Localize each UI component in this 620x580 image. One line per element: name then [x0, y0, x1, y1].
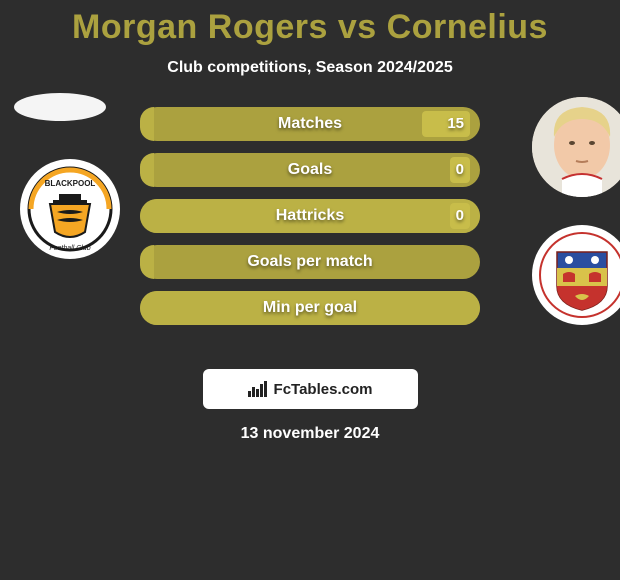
bar-chart-icon: [248, 381, 268, 397]
stat-bar-row: Matches15: [140, 107, 480, 141]
player-left-avatar: [14, 93, 106, 121]
stat-bar-row: Hattricks0: [140, 199, 480, 233]
branding-badge[interactable]: FcTables.com: [203, 369, 418, 409]
player-right-name: Cornelius: [387, 8, 548, 46]
subtitle: Club competitions, Season 2024/2025: [0, 59, 620, 77]
stat-bar-label: Goals per match: [140, 245, 480, 279]
club-left-crest: BLACKPOOL Football Club: [20, 159, 120, 259]
stat-bar-right-value: 15: [447, 107, 464, 141]
vs-text: vs: [338, 8, 377, 46]
date-text: 13 november 2024: [0, 425, 620, 443]
branding-text: FcTables.com: [274, 381, 373, 398]
svg-text:Football Club: Football Club: [49, 245, 90, 252]
stat-bar-label: Goals: [140, 153, 480, 187]
player-left-name: Morgan Rogers: [72, 8, 328, 46]
stat-bar-row: Goals0: [140, 153, 480, 187]
club-left-crest-label: BLACKPOOL: [45, 179, 96, 188]
club-right-crest-icon: [537, 230, 620, 320]
stat-bar-label: Min per goal: [140, 291, 480, 325]
stat-bar-right-value: 0: [456, 153, 464, 187]
player-right-avatar: [532, 97, 620, 197]
stat-bar-row: Min per goal: [140, 291, 480, 325]
player-right-face-icon: [532, 97, 620, 197]
club-right-crest: [532, 225, 620, 325]
comparison-content: BLACKPOOL Football Club: [0, 107, 620, 357]
club-left-crest-icon: BLACKPOOL Football Club: [25, 164, 115, 254]
page-title: Morgan Rogers vs Cornelius: [0, 0, 620, 47]
stat-bar-right-value: 0: [456, 199, 464, 233]
stat-bar-label: Hattricks: [140, 199, 480, 233]
stat-bars: Matches15Goals0Hattricks0Goals per match…: [140, 107, 480, 325]
stat-bar-row: Goals per match: [140, 245, 480, 279]
stat-bar-label: Matches: [140, 107, 480, 141]
